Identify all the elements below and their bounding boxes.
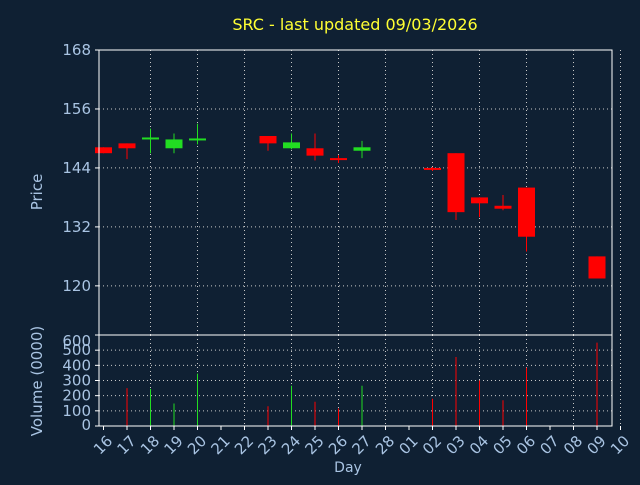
candle-body [494, 205, 512, 209]
candlestick-series [95, 123, 606, 279]
chart-title: SRC - last updated 09/03/2026 [232, 15, 477, 34]
day-tick-label: 25 [302, 432, 328, 458]
day-tick-label: 28 [372, 432, 398, 458]
price-tick-label: 120 [62, 277, 91, 295]
candle-25 [306, 133, 324, 161]
candle-body [306, 148, 324, 156]
candle-body [518, 187, 535, 237]
candle-body [283, 142, 300, 149]
candle-body [447, 153, 465, 213]
volume-grid [99, 334, 621, 427]
volume-axis-label: Volume (0000) [28, 326, 46, 436]
day-tick-label: 17 [114, 432, 140, 458]
day-tick-label: 06 [513, 432, 539, 458]
candle-body [165, 139, 183, 149]
candle-body [353, 147, 371, 151]
volume-plot-frame [98, 334, 613, 427]
candle-body [118, 143, 136, 149]
candle-23 [259, 135, 277, 151]
volume-tick-label: 100 [62, 402, 91, 420]
candle-24 [283, 133, 300, 150]
day-tick-label: 09 [584, 432, 610, 458]
candle-16 [95, 147, 112, 154]
candle-05 [494, 194, 512, 211]
price-axis-label: Price [28, 174, 46, 211]
price-tick-label: 132 [62, 218, 91, 236]
day-tick-label: 20 [184, 432, 210, 458]
day-tick-label: 27 [349, 432, 375, 458]
day-tick-label: 23 [255, 432, 281, 458]
candle-06 [518, 187, 535, 252]
day-tick-label: 05 [490, 432, 516, 458]
day-tick-label: 01 [396, 432, 422, 458]
day-tick-label: 07 [537, 432, 563, 458]
price-tick-label: 144 [62, 159, 91, 177]
day-tick-label: 04 [466, 432, 492, 458]
candle-body [189, 138, 206, 141]
price-tick-labels: 120 132 144 156 168 [62, 41, 99, 295]
candle-20 [189, 123, 206, 145]
day-tick-labels: 1617181920212223242526272801020304050607… [90, 426, 633, 458]
candle-03 [447, 153, 465, 221]
candle-19 [165, 133, 183, 154]
day-axis-label: Day [334, 460, 362, 476]
day-tick-label: 08 [560, 432, 586, 458]
volume-tick-label: 500 [62, 341, 91, 359]
candle-04 [471, 197, 488, 218]
volume-tick-label: 0 [81, 416, 91, 434]
volume-tick-label: 200 [62, 387, 91, 405]
price-grid [99, 49, 621, 335]
candle-body [259, 135, 277, 144]
candle-body [588, 256, 606, 279]
day-tick-label: 22 [231, 432, 257, 458]
candle-body [142, 137, 159, 140]
day-tick-label: 02 [419, 432, 445, 458]
price-plot-frame [98, 49, 613, 336]
candle-body [330, 158, 347, 161]
candle-26 [330, 155, 347, 164]
candle-body [471, 197, 488, 204]
day-tick-label: 10 [607, 432, 633, 458]
candle-02 [424, 166, 441, 171]
day-tick-label: 18 [137, 432, 163, 458]
candle-body [424, 167, 441, 170]
day-tick-label: 26 [325, 432, 351, 458]
candle-09 [588, 256, 606, 279]
candle-body [95, 147, 112, 154]
candle-27 [353, 140, 371, 159]
volume-tick-label: 400 [62, 356, 91, 374]
candle-17 [118, 143, 136, 160]
day-tick-label: 24 [278, 432, 304, 458]
price-tick-label: 168 [62, 41, 91, 59]
candle-18 [142, 128, 159, 154]
volume-tick-label: 600 [62, 332, 91, 350]
volume-tick-label: 300 [62, 372, 91, 390]
day-tick-label: 19 [161, 432, 187, 458]
price-tick-label: 156 [62, 100, 91, 118]
volume-series [126, 342, 598, 426]
day-tick-label: 21 [208, 432, 234, 458]
day-tick-label: 16 [90, 432, 116, 458]
day-tick-label: 03 [443, 432, 469, 458]
